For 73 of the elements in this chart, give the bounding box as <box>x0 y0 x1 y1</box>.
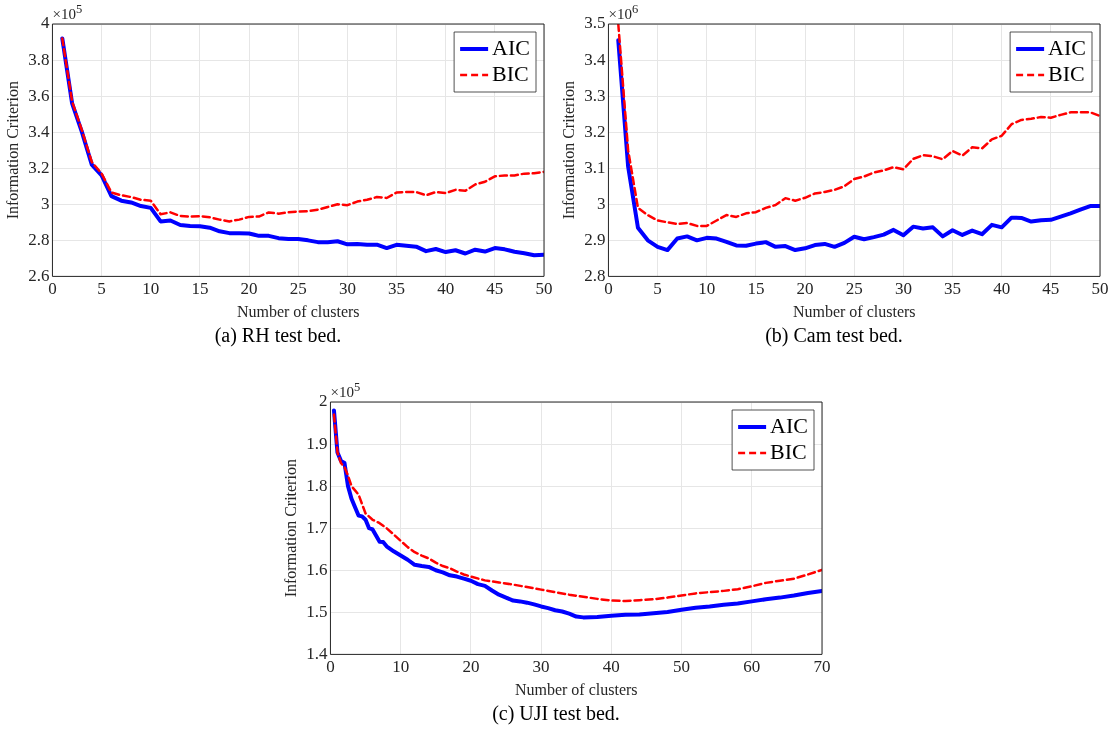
x-tick-label: 30 <box>894 279 912 299</box>
legend-label: AIC <box>770 412 808 438</box>
x-tick-label: 10 <box>392 657 410 677</box>
legend-label: BIC <box>1048 60 1085 86</box>
x-tick-label: 70 <box>813 657 831 677</box>
y-axis-title: Information Criterion <box>3 81 21 220</box>
line-series <box>617 24 1100 228</box>
x-tick-label: 40 <box>437 279 455 299</box>
x-tick-label: 30 <box>532 657 550 677</box>
y-tick-label: 1.8 <box>306 475 328 495</box>
x-tick-label: 0 <box>48 279 57 299</box>
x-tick-label: 40 <box>602 657 620 677</box>
x-tick-label: 50 <box>535 279 553 299</box>
y-tick-label: 1.4 <box>306 643 328 663</box>
line-series <box>61 37 544 223</box>
y-tick-label: 1.9 <box>306 433 328 453</box>
x-tick-label: 5 <box>97 279 106 299</box>
text: (a) RH test bed. <box>213 324 343 347</box>
x-tick-label: 15 <box>747 279 765 299</box>
x-tick-label: 25 <box>845 279 863 299</box>
legend-label: AIC <box>1048 34 1086 60</box>
y-tick-label: 3.4 <box>28 121 50 141</box>
x-tick-label: 25 <box>289 279 307 299</box>
y-tick-label: 3.2 <box>584 121 606 141</box>
x-tick-label: 35 <box>388 279 406 299</box>
x-tick-label: 5 <box>653 279 662 299</box>
x-tick-label: 35 <box>944 279 962 299</box>
y-tick-label: 3.8 <box>28 49 50 69</box>
y-tick-label: 3.4 <box>584 49 606 69</box>
y-tick-label: 2 <box>318 391 328 411</box>
legend-label: BIC <box>770 438 807 464</box>
text: (b) Cam test bed. <box>764 324 904 347</box>
x-tick-label: 10 <box>142 279 160 299</box>
x-tick-label: 30 <box>338 279 356 299</box>
y-tick-label: 2.8 <box>584 265 606 285</box>
y-tick-label: 3.5 <box>584 13 606 33</box>
y-tick-label: 1.6 <box>306 559 328 579</box>
y-tick-label: 2.9 <box>584 229 606 249</box>
y-tick-label: 2.8 <box>28 229 50 249</box>
x-tick-label: 45 <box>1042 279 1060 299</box>
y-tick-label: 3.3 <box>584 85 606 105</box>
x-tick-label: 40 <box>993 279 1011 299</box>
y-tick-label: 3 <box>40 193 50 213</box>
x-tick-label: 50 <box>673 657 691 677</box>
x-tick-label: 20 <box>796 279 814 299</box>
text: ×10$^{5}$ <box>330 380 361 401</box>
x-axis-title: Number of clusters <box>236 302 360 320</box>
y-tick-label: 3.2 <box>28 157 50 177</box>
y-axis-title: Information Criterion <box>281 459 299 598</box>
x-tick-label: 0 <box>604 279 613 299</box>
legend-label: BIC <box>492 60 529 86</box>
y-tick-label: 3.6 <box>28 85 50 105</box>
x-tick-label: 50 <box>1091 279 1109 299</box>
y-tick-label: 1.7 <box>306 517 328 537</box>
y-tick-label: 1.5 <box>306 601 328 621</box>
text: (c) UJI test bed. <box>491 702 621 725</box>
x-axis-title: Number of clusters <box>792 302 916 320</box>
x-tick-label: 60 <box>743 657 761 677</box>
y-tick-label: 3 <box>596 193 606 213</box>
x-tick-label: 10 <box>698 279 716 299</box>
x-tick-label: 45 <box>486 279 504 299</box>
legend-label: AIC <box>492 34 530 60</box>
x-axis-title: Number of clusters <box>514 680 638 698</box>
y-tick-label: 4 <box>40 13 50 33</box>
y-tick-label: 3.1 <box>584 157 606 177</box>
x-tick-label: 15 <box>191 279 209 299</box>
y-axis-title: Information Criterion <box>559 81 577 220</box>
text: ×10$^{6}$ <box>608 2 639 23</box>
x-tick-label: 20 <box>462 657 480 677</box>
x-tick-label: 20 <box>240 279 258 299</box>
y-tick-label: 2.6 <box>28 265 50 285</box>
text: ×10$^{5}$ <box>52 2 83 23</box>
x-tick-label: 0 <box>326 657 335 677</box>
